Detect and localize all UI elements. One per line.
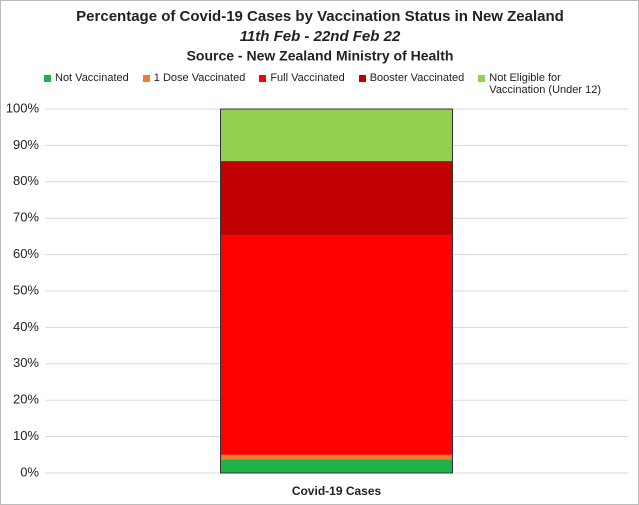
y-tick-label: 60%	[13, 246, 39, 261]
bar-segment	[220, 109, 453, 162]
bar-segment	[220, 234, 453, 455]
bar-segment	[220, 454, 453, 460]
legend-item: 1 Dose Vaccinated	[142, 72, 246, 96]
y-tick-label: 50%	[13, 282, 39, 297]
x-tick-label: Covid-19 Cases	[292, 484, 382, 498]
legend-label: Not Eligible for Vaccination (Under 12)	[489, 72, 601, 96]
legend-swatch	[478, 75, 486, 82]
y-tick-label: 40%	[13, 319, 39, 334]
legend-swatch	[259, 75, 267, 82]
bar-segment	[220, 459, 453, 473]
legend-label: Not Vaccinated	[55, 72, 129, 84]
legend-swatch	[142, 75, 150, 82]
legend: Not Vaccinated 1 Dose Vaccinated Full Vacc…	[44, 72, 619, 96]
y-tick-label: 30%	[13, 355, 39, 370]
legend-item: Full Vaccinated	[259, 72, 345, 96]
chart-subtitle: 11th Feb - 22nd Feb 22	[240, 28, 401, 45]
legend-label: 1 Dose Vaccinated	[153, 72, 246, 84]
legend-item: Booster Vaccinated	[358, 72, 465, 96]
y-tick-label: 90%	[13, 137, 39, 152]
y-tick-label: 80%	[13, 173, 39, 188]
legend-item: Not Eligible for Vaccination (Under 12)	[478, 72, 619, 96]
legend-item: Not Vaccinated	[44, 72, 129, 96]
bar-segment	[220, 161, 453, 235]
chart-source: Source - New Zealand Ministry of Health	[187, 48, 454, 64]
legend-swatch	[44, 75, 51, 82]
y-tick-label: 0%	[20, 464, 39, 479]
legend-label: Full Vaccinated	[270, 72, 345, 84]
chart-title: Percentage of Covid-19 Cases by Vaccinat…	[76, 8, 564, 25]
legend-label: Booster Vaccinated	[369, 72, 465, 84]
y-tick-label: 10%	[13, 428, 39, 443]
y-tick-label: 20%	[13, 392, 39, 407]
bar-outline	[220, 108, 453, 474]
y-tick-label: 100%	[6, 100, 40, 115]
y-tick-label: 70%	[13, 210, 39, 225]
legend-swatch	[358, 75, 366, 82]
